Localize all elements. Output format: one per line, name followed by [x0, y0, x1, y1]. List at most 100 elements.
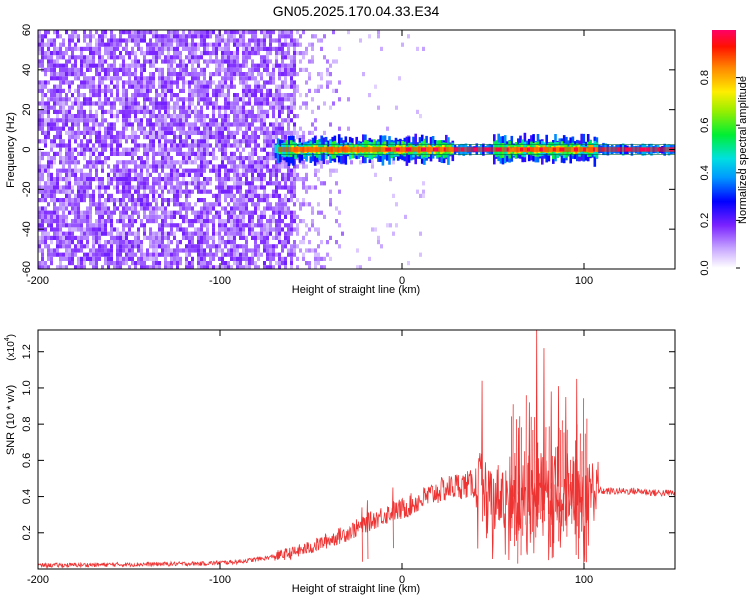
heatmap-cell — [197, 151, 200, 156]
heatmap-cell — [98, 248, 101, 253]
heatmap-cell — [299, 51, 302, 56]
heatmap-cell — [149, 185, 152, 190]
heatmap-cell — [242, 46, 245, 51]
heatmap-cell — [110, 235, 113, 240]
heatmap-cell — [140, 256, 143, 261]
heatmap-cell — [290, 177, 293, 182]
heatmap-cell — [119, 214, 122, 219]
heatmap-cell — [281, 227, 284, 232]
heatmap-cell — [317, 244, 320, 249]
heatmap-cell — [146, 156, 149, 161]
heatmap-cell — [59, 214, 62, 219]
heatmap-cell — [140, 172, 143, 177]
heatmap-cell — [218, 139, 221, 144]
heatmap-cell — [182, 30, 185, 35]
heatmap-cell — [236, 118, 239, 123]
heatmap-cell — [257, 172, 260, 177]
heatmap-cell — [65, 143, 68, 148]
heatmap-cell — [50, 76, 53, 81]
heatmap-cell — [263, 177, 266, 182]
heatmap-cell — [140, 38, 143, 43]
heatmap-cell — [218, 135, 221, 140]
heatmap-cell — [317, 88, 320, 93]
heatmap-cell — [380, 244, 383, 249]
heatmap-cell — [284, 34, 287, 39]
heatmap-cell — [53, 38, 56, 43]
heatmap-cell — [38, 151, 41, 156]
heatmap-cell — [242, 101, 245, 106]
heatmap-cell — [194, 248, 197, 253]
heatmap-cell — [89, 84, 92, 89]
heatmap-cell — [116, 139, 119, 144]
heatmap-cell — [299, 177, 302, 182]
heatmap-cell — [95, 248, 98, 253]
heatmap-cell — [251, 256, 254, 261]
heatmap-cell — [122, 46, 125, 51]
heatmap-cell — [83, 34, 86, 39]
heatmap-cell — [302, 55, 305, 60]
heatmap-cell — [224, 168, 227, 173]
heatmap-cell — [134, 206, 137, 211]
heatmap-cell — [116, 114, 119, 119]
heatmap-cell — [314, 118, 317, 123]
heatmap-cell — [185, 143, 188, 148]
heatmap-cell — [68, 202, 71, 207]
heatmap-cell — [212, 109, 215, 114]
heatmap-cell — [311, 210, 314, 215]
heatmap-cell — [50, 177, 53, 182]
heatmap-cell — [260, 130, 263, 135]
heatmap-cell — [290, 168, 293, 173]
heatmap-cell — [125, 42, 128, 47]
heatmap-cell — [110, 252, 113, 257]
heatmap-cell — [143, 88, 146, 93]
heatmap-cell — [38, 168, 41, 173]
heatmap-cell — [170, 156, 173, 161]
heatmap-cell — [296, 42, 299, 47]
heatmap-cell — [110, 30, 113, 35]
heatmap-cell — [290, 252, 293, 257]
heatmap-cell — [422, 46, 425, 51]
heatmap-cell — [53, 231, 56, 236]
heatmap-cell — [113, 122, 116, 127]
heatmap-cell — [242, 235, 245, 240]
heatmap-cell — [197, 244, 200, 249]
heatmap-cell — [230, 135, 233, 140]
heatmap-cell — [200, 185, 203, 190]
heatmap-cell — [224, 114, 227, 119]
heatmap-cell — [47, 235, 50, 240]
heatmap-cell — [47, 135, 50, 140]
heatmap-cell — [92, 252, 95, 257]
heatmap-cell — [392, 231, 395, 236]
heatmap-cell — [233, 97, 236, 102]
heatmap-cell — [284, 193, 287, 198]
heatmap-cell — [161, 193, 164, 198]
heatmap-cell — [290, 198, 293, 203]
heatmap-cell — [143, 202, 146, 207]
heatmap-cell — [290, 172, 293, 177]
heatmap-cell — [170, 67, 173, 72]
heatmap-cell — [146, 97, 149, 102]
heatmap-cell — [224, 151, 227, 156]
heatmap-cell — [149, 164, 152, 169]
heatmap-cell — [56, 231, 59, 236]
heatmap-cell — [170, 88, 173, 93]
heatmap-cell — [200, 72, 203, 77]
heatmap-cell — [143, 261, 146, 266]
heatmap-cell — [284, 135, 287, 140]
heatmap-cell — [245, 130, 248, 135]
heatmap-cell — [161, 59, 164, 64]
heatmap-cell — [152, 193, 155, 198]
heatmap-cell — [104, 160, 107, 165]
heatmap-cell — [152, 156, 155, 161]
heatmap-cell — [188, 80, 191, 85]
heatmap-cell — [122, 172, 125, 177]
peak-cell — [573, 147, 578, 152]
heatmap-cell — [173, 198, 176, 203]
x-tick-label: 100 — [575, 574, 593, 586]
heatmap-cell — [95, 122, 98, 127]
heatmap-cell — [200, 105, 203, 110]
heatmap-cell — [293, 219, 296, 224]
heatmap-cell — [173, 59, 176, 64]
heatmap-cell — [263, 38, 266, 43]
heatmap-cell — [119, 97, 122, 102]
